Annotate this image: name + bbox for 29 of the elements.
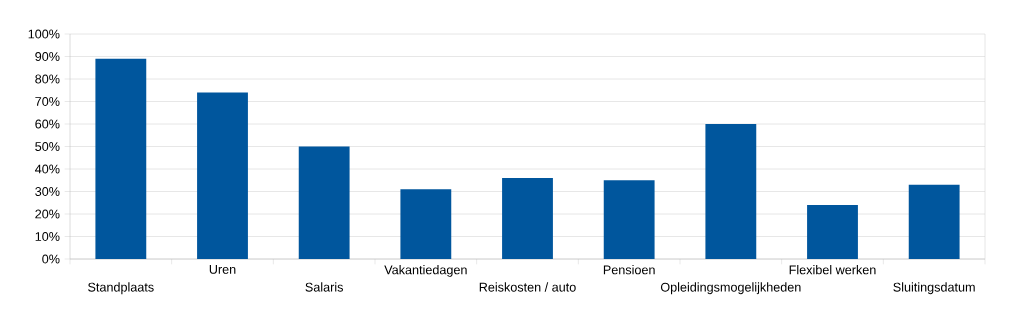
x-tick-label: Opleidingsmogelijkheden <box>660 282 801 295</box>
x-tick-label: Flexibel werken <box>789 265 876 275</box>
x-tick-label: Vakantiedagen <box>384 265 467 277</box>
x-tick-label: Uren <box>209 265 236 274</box>
y-tick-label: 60% <box>35 119 60 129</box>
x-tick-label: Pensioen <box>603 265 655 275</box>
y-tick-label: 50% <box>35 142 60 151</box>
y-tick-label: 40% <box>35 164 60 174</box>
y-tick-label: 70% <box>35 97 60 106</box>
y-tick-label: 100% <box>28 29 60 39</box>
x-tick-label: Salaris <box>305 282 343 292</box>
y-tick-label: 10% <box>35 232 60 241</box>
bar <box>807 205 858 259</box>
bar <box>502 178 553 259</box>
y-tick-label: 0% <box>42 254 60 264</box>
bar <box>705 124 757 259</box>
y-tick-label: 80% <box>35 74 60 84</box>
y-tick-label: 90% <box>35 52 60 61</box>
x-tick-label: Sluitingsdatum <box>893 282 975 295</box>
bar <box>400 189 452 259</box>
x-tick-label: Standplaats <box>88 282 154 295</box>
y-tick-label: 30% <box>35 187 60 196</box>
bar <box>298 146 350 259</box>
bar <box>197 92 248 259</box>
bar <box>908 184 960 259</box>
bar <box>603 180 655 259</box>
bar <box>95 58 147 259</box>
x-tick-label: Reiskosten / auto <box>479 282 576 292</box>
y-tick-label: 20% <box>35 209 60 219</box>
